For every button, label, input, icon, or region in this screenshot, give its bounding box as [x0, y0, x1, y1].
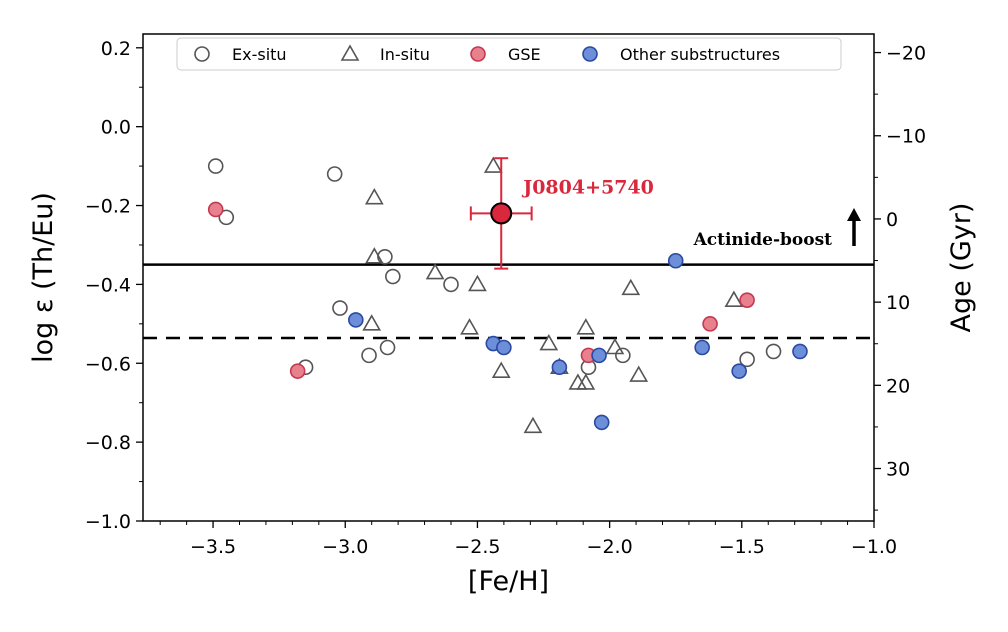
data-point-circle — [385, 268, 401, 285]
data-point-filled — [739, 292, 755, 308]
data-point-triangle — [483, 156, 503, 173]
data-point-triangle — [568, 373, 588, 390]
data-point-filled — [207, 201, 224, 218]
data-point-triangle — [576, 373, 596, 390]
data-point-triangle — [539, 333, 559, 351]
y2-tick-label: 0 — [886, 209, 898, 231]
legend-label: In-situ — [380, 45, 430, 64]
y2-tick-label: 30 — [886, 459, 910, 481]
data-point-circle — [379, 339, 396, 356]
legend-circle-icon — [194, 46, 210, 62]
y-tick-label: −0.2 — [85, 196, 131, 218]
data-point-circle — [443, 276, 459, 293]
data-point-circle — [615, 347, 631, 364]
x-tick-label: −3.5 — [190, 536, 236, 558]
arrow-up-icon — [847, 208, 861, 221]
data-point-triangle — [364, 247, 384, 264]
y2-tick-label: 20 — [886, 375, 910, 397]
data-point-triangle — [576, 318, 596, 335]
data-point-triangle — [425, 262, 445, 280]
y2-tick-label: −20 — [886, 43, 926, 65]
data-point-circle — [218, 209, 235, 226]
data-point-triangle — [523, 416, 543, 434]
y2-axis-label: Age (Gyr) — [946, 203, 977, 333]
legend-label: GSE — [508, 45, 541, 64]
plot-frame — [142, 33, 875, 522]
y-tick-label: −1.0 — [85, 511, 131, 533]
data-point-triangle — [724, 290, 744, 307]
y-tick-label: 0.0 — [101, 117, 131, 139]
legend-filled-circle-icon — [470, 46, 486, 62]
legend-label: Ex-situ — [232, 45, 287, 64]
data-point-triangle — [621, 278, 641, 296]
highlight-star-point — [490, 202, 513, 225]
data-point-circle — [739, 351, 755, 368]
legend-triangle-icon — [340, 44, 360, 61]
data-point-circle — [765, 343, 782, 360]
x-tick-label: −3.0 — [322, 536, 368, 558]
data-point-triangle — [629, 365, 649, 382]
data-point-triangle — [491, 361, 511, 378]
data-point-circle — [326, 166, 343, 182]
data-point-triangle — [364, 188, 384, 205]
data-point-filled — [496, 339, 512, 356]
x-tick-label: −2.5 — [454, 536, 500, 558]
y-tick-label: 0.2 — [101, 38, 131, 60]
x-axis-label: [Fe/H] — [468, 566, 549, 597]
data-point-triangle — [605, 337, 625, 355]
data-point-filled — [702, 316, 718, 332]
data-point-filled — [667, 252, 684, 269]
data-point-filled — [593, 414, 610, 431]
legend-label: Other substructures — [620, 45, 780, 64]
data-point-filled — [551, 359, 568, 376]
data-point-filled — [348, 312, 364, 328]
y2-tick-label: 10 — [886, 292, 910, 314]
actinide-boost-label: Actinide-boost — [693, 230, 833, 250]
legend-filled-circle-icon — [582, 46, 598, 62]
data-point-filled — [694, 339, 710, 356]
x-tick-label: −1.0 — [851, 536, 897, 558]
data-point-filled — [792, 343, 808, 360]
x-tick-label: −2.0 — [587, 536, 633, 558]
y-tick-label: −0.6 — [85, 353, 131, 375]
y-tick-label: −0.4 — [85, 274, 131, 296]
data-point-filled — [731, 363, 747, 379]
y2-tick-label: −10 — [886, 126, 926, 148]
data-point-circle — [332, 300, 348, 316]
y-axis-label: log ε (Th/Eu) — [28, 192, 59, 363]
data-point-circle — [361, 347, 377, 364]
data-point-triangle — [362, 314, 382, 331]
highlight-label: J0804+5740 — [521, 176, 654, 198]
data-point-circle — [377, 248, 393, 265]
data-point-triangle — [468, 274, 487, 292]
legend-box — [176, 37, 842, 71]
data-point-circle — [207, 158, 224, 174]
data-point-triangle — [460, 318, 479, 335]
data-point-filled — [289, 363, 306, 379]
y-tick-label: −0.8 — [85, 432, 131, 454]
data-point-filled — [591, 347, 607, 364]
x-tick-label: −1.5 — [719, 536, 765, 558]
